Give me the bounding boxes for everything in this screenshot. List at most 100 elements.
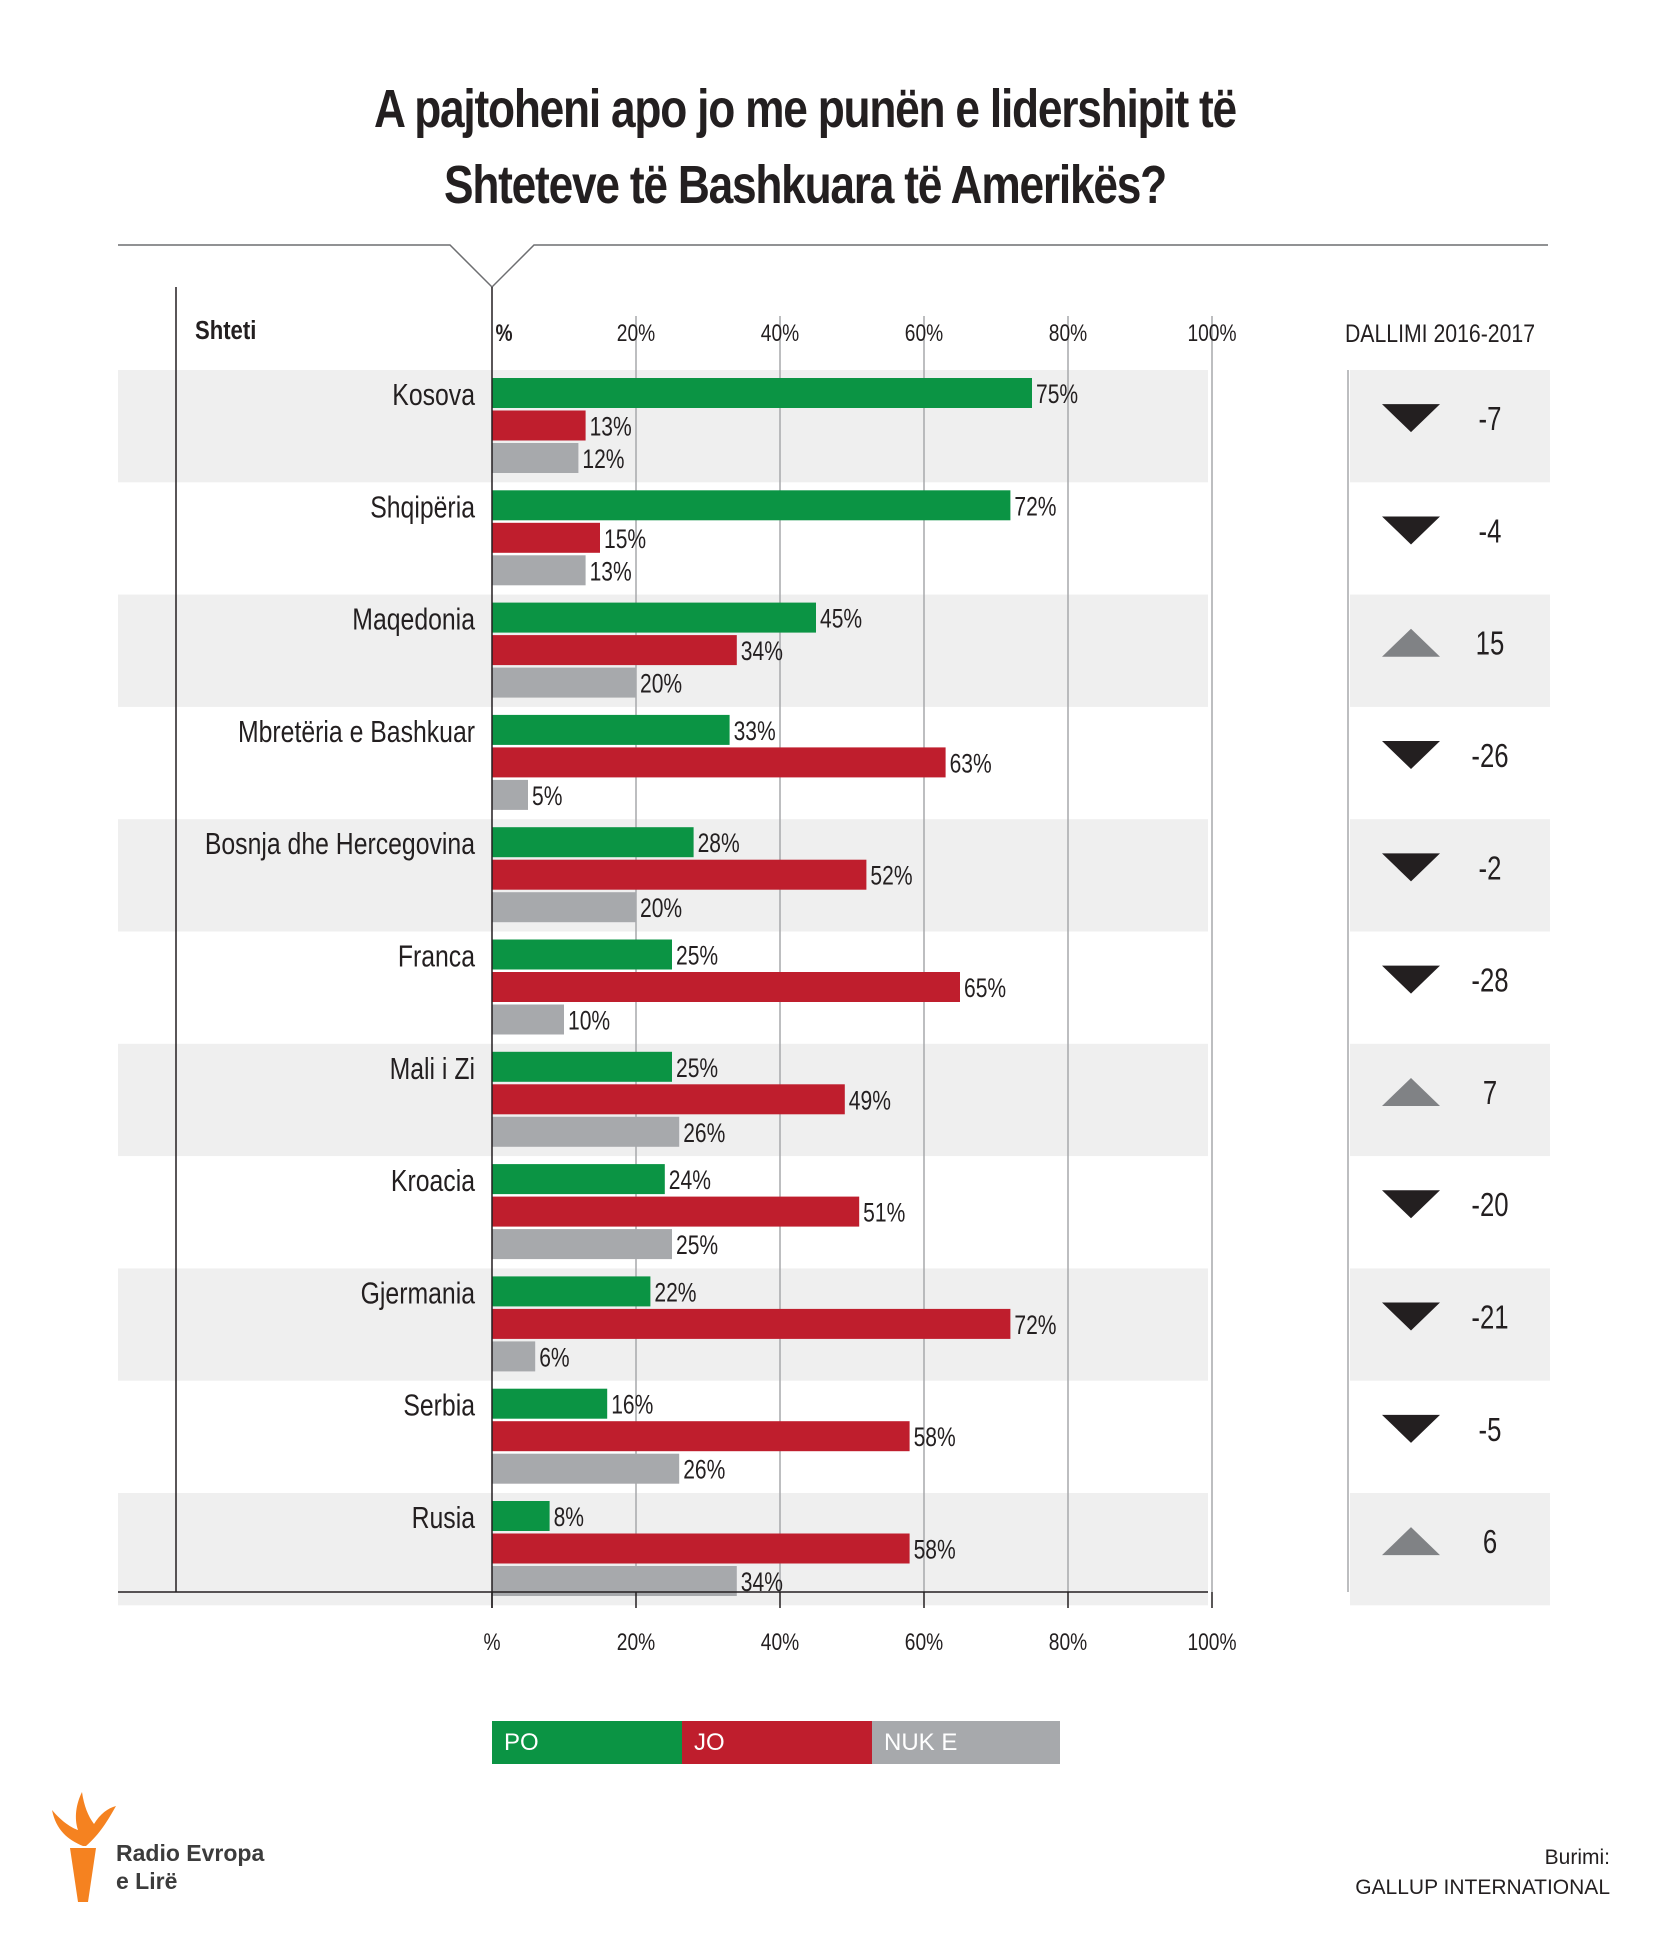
bar-nuk	[492, 1116, 680, 1147]
bar-nuk	[492, 1341, 536, 1372]
data-label-jo: 51%	[863, 1198, 905, 1228]
bar-jo	[492, 747, 946, 778]
category-label: Rusia	[412, 1500, 476, 1534]
data-label-nuk: 20%	[640, 669, 682, 699]
diff-value: -7	[1479, 401, 1502, 438]
bar-nuk	[492, 555, 586, 586]
x-tick-label-top: 100%	[1187, 319, 1236, 347]
down-triangle-icon	[1382, 1414, 1440, 1443]
source-label: Burimi:	[1544, 1846, 1610, 1869]
bar-jo	[492, 859, 867, 890]
category-label: Gjermania	[361, 1276, 476, 1310]
diff-value: -5	[1479, 1412, 1502, 1449]
data-label-po: 72%	[1014, 492, 1056, 522]
diff-value: -4	[1479, 513, 1502, 550]
bar-nuk	[492, 1566, 737, 1596]
bar-jo	[492, 410, 586, 441]
diff-value: -26	[1471, 738, 1508, 775]
bar-po	[492, 1164, 665, 1195]
data-label-jo: 65%	[964, 974, 1006, 1004]
data-label-nuk: 25%	[676, 1231, 718, 1261]
diff-band	[1350, 1493, 1550, 1606]
diff-band	[1350, 819, 1550, 932]
bar-po	[492, 602, 816, 633]
category-label: Serbia	[403, 1388, 475, 1422]
bar-nuk	[492, 1004, 564, 1035]
down-triangle-icon	[1382, 853, 1440, 882]
legend-nuk: NUK E DI/REFUZOJ	[872, 1721, 1060, 1799]
chart-title-line-1: A pajtoheni apo jo me punën e lidershipi…	[374, 79, 1237, 139]
bar-jo	[492, 1421, 910, 1452]
diff-band	[1350, 594, 1550, 707]
source-name: GALLUP INTERNATIONAL	[1355, 1876, 1610, 1899]
data-label-jo: 58%	[914, 1535, 956, 1565]
bar-nuk	[492, 667, 636, 698]
diff-value: -21	[1471, 1300, 1508, 1337]
bar-nuk	[492, 892, 636, 923]
chart-title-line-2: Shteteve të Bashkuara të Amerikës?	[444, 155, 1167, 215]
x-tick-label-bottom: 20%	[617, 1628, 655, 1656]
diff-band	[1350, 1043, 1550, 1157]
bar-po	[492, 714, 730, 745]
x-tick-label-bottom: %	[483, 1628, 500, 1656]
data-label-jo: 63%	[950, 749, 992, 779]
diff-value: 6	[1483, 1524, 1497, 1561]
data-label-jo: 13%	[590, 412, 632, 442]
category-label: Maqedonia	[352, 602, 475, 636]
up-triangle-icon	[1382, 1527, 1440, 1556]
bar-jo	[492, 972, 960, 1002]
data-label-jo: 52%	[870, 861, 912, 891]
data-label-nuk: 10%	[568, 1006, 610, 1036]
x-tick-label-bottom: 80%	[1049, 1628, 1087, 1656]
bar-nuk	[492, 443, 579, 473]
bar-jo	[492, 1084, 845, 1115]
data-label-po: 8%	[554, 1503, 584, 1533]
bar-po	[492, 1276, 651, 1307]
bar-jo	[492, 1196, 860, 1227]
x-tick-label-top: 40%	[761, 319, 799, 347]
data-label-nuk: 26%	[683, 1118, 725, 1148]
data-label-nuk: 5%	[532, 781, 562, 811]
data-label-nuk: 34%	[741, 1568, 783, 1598]
category-labels: Kosova Shqipëria Maqedonia Mbretëria e Bash…	[205, 377, 475, 1534]
category-label: Shqipëria	[370, 490, 475, 524]
bar-nuk	[492, 779, 528, 810]
data-label-jo: 15%	[604, 524, 646, 554]
diff-bands	[1350, 370, 1550, 1606]
down-triangle-icon	[1382, 404, 1440, 433]
diff-value: -2	[1479, 850, 1502, 887]
top-rule	[118, 244, 1548, 289]
axis-ticks: %% 20% 20% 40% 40% 60% 60% 80% 80% 100% 100%	[483, 319, 1236, 1656]
bar-po	[492, 1501, 550, 1531]
legend-po: PO	[492, 1721, 682, 1764]
data-label-po: 22%	[654, 1278, 696, 1308]
bar-po	[492, 490, 1011, 521]
bar-po	[492, 939, 672, 970]
up-triangle-icon	[1382, 1077, 1440, 1106]
chart-frame	[118, 244, 1548, 1608]
data-label-po: 24%	[669, 1166, 711, 1196]
x-tick-label-top: 80%	[1049, 319, 1087, 347]
x-tick-label-top: 60%	[905, 319, 943, 347]
column-header-country: Shteti	[195, 316, 256, 345]
data-label-nuk: 20%	[640, 894, 682, 924]
down-triangle-icon	[1382, 965, 1440, 994]
torch-logo-icon	[52, 1792, 116, 1902]
data-label-po: 28%	[698, 829, 740, 859]
data-label-jo: 34%	[741, 637, 783, 667]
data-label-po: 33%	[734, 716, 776, 746]
diff-markers: -7 -4 15 -26 -2 -28 7 -20 -21 -5 6	[1382, 401, 1509, 1561]
data-label-nuk: 13%	[590, 557, 632, 587]
data-label-nuk: 12%	[582, 445, 624, 475]
data-label-po: 16%	[611, 1390, 653, 1420]
bar-po	[492, 827, 694, 858]
bar-jo	[492, 1533, 910, 1564]
category-label: Franca	[398, 939, 476, 973]
data-label-jo: 72%	[1014, 1310, 1056, 1340]
column-header-diff: DALLIMI 2016-2017	[1345, 319, 1535, 347]
legend-jo: JO	[682, 1721, 872, 1764]
bars	[492, 378, 1032, 1596]
diff-band	[1350, 1268, 1550, 1381]
data-label-po: 75%	[1036, 380, 1078, 410]
